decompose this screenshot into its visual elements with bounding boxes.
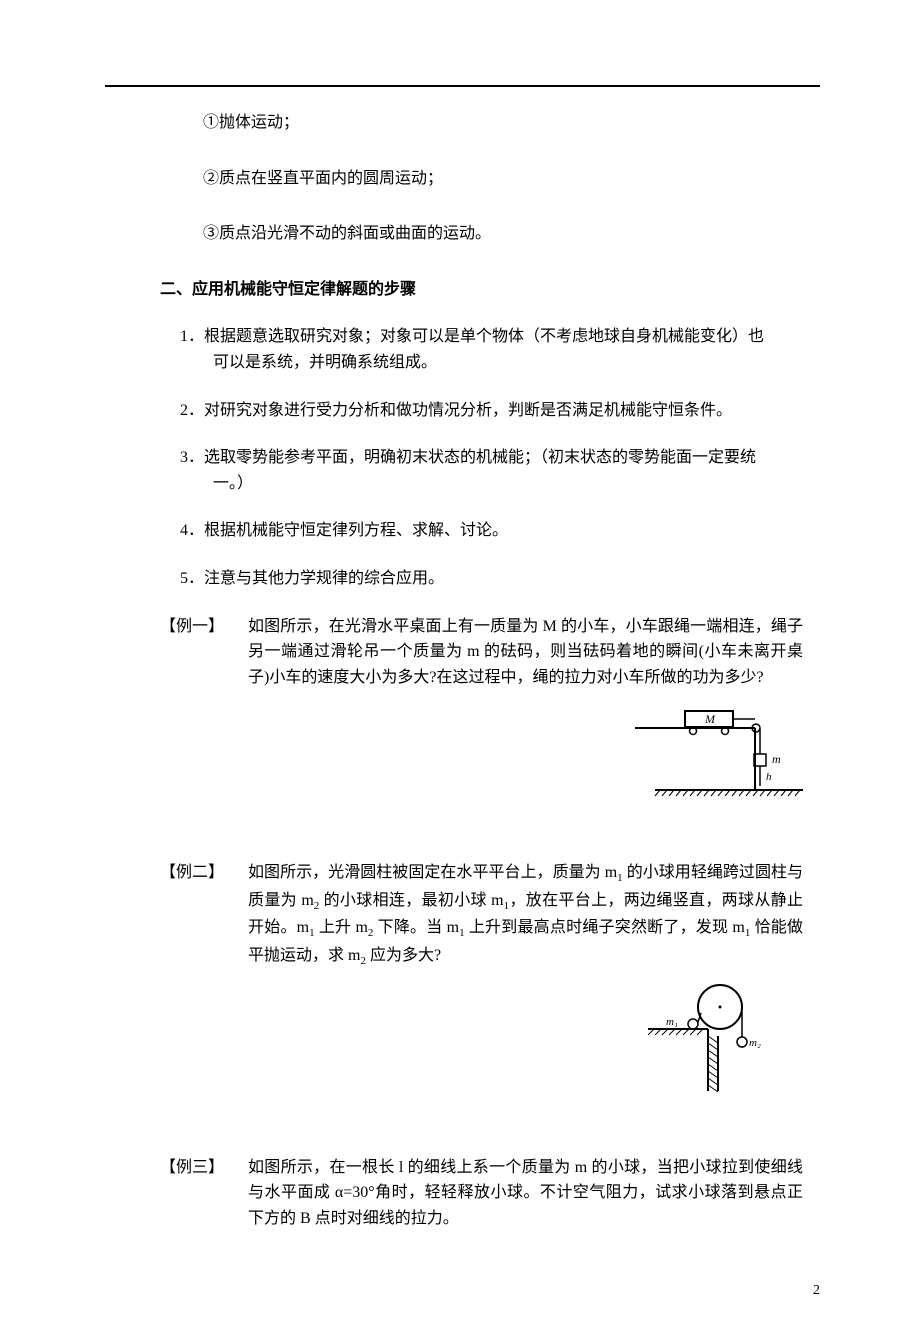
- step-5: 5．注意与其他力学规律的综合应用。: [105, 566, 820, 592]
- step-4: 4．根据机械能守恒定律列方程、求解、讨论。: [105, 518, 820, 544]
- page-number: 2: [813, 1280, 820, 1302]
- figure-1: M m h: [105, 708, 820, 812]
- step-3: 3．选取零势能参考平面，明确初末状态的机械能；（初末状态的零势能面一定要统 一。…: [105, 445, 820, 496]
- step-number: 3．: [180, 449, 204, 466]
- step-text: 根据机械能守恒定律列方程、求解、讨论。: [204, 522, 508, 539]
- step-2: 2．对研究对象进行受力分析和做功情况分析，判断是否满足机械能守恒条件。: [105, 398, 820, 424]
- step-continuation: 一。）: [180, 471, 820, 497]
- intro-item-1: ①抛体运动；: [105, 110, 820, 136]
- label-h: h: [766, 771, 772, 783]
- example-1: 【例一】 如图所示，在光滑水平桌面上有一质量为 M 的小车，小车跟绳一端相连，绳…: [105, 614, 820, 691]
- step-number: 2．: [180, 402, 204, 419]
- cylinder-balls-diagram-icon: m₁ m₂: [648, 981, 778, 1096]
- step-continuation: 可以是系统，并明确系统组成。: [180, 350, 820, 376]
- example-3: 【例三】 如图所示，在一根长 l 的细线上系一个质量为 m 的小球，当把小球拉到…: [105, 1155, 820, 1232]
- label-m: m: [772, 752, 781, 766]
- step-number: 4．: [180, 522, 204, 539]
- header-rule: [105, 85, 820, 87]
- label-m1: m₁: [666, 1016, 678, 1028]
- figure-2: m₁ m₂: [105, 981, 820, 1105]
- label-M: M: [704, 712, 716, 726]
- section-title: 二、应用机械能守恒定律解题的步骤: [105, 277, 820, 303]
- step-text: 注意与其他力学规律的综合应用。: [204, 570, 444, 587]
- pulley-cart-diagram-icon: M m h: [635, 708, 805, 803]
- step-text: 对研究对象进行受力分析和做功情况分析，判断是否满足机械能守恒条件。: [204, 402, 732, 419]
- step-number: 1．: [180, 328, 204, 345]
- step-text: 根据题意选取研究对象；对象可以是单个物体（不考虑地球自身机械能变化）也: [204, 328, 764, 345]
- step-text: 选取零势能参考平面，明确初末状态的机械能；（初末状态的零势能面一定要统: [204, 449, 756, 466]
- example-2: 【例二】 如图所示，光滑圆柱被固定在水平平台上，质量为 m1 的小球用轻绳跨过圆…: [105, 860, 820, 971]
- example-text: 如图所示，在光滑水平桌面上有一质量为 M 的小车，小车跟绳一端相连，绳子另一端通…: [228, 614, 803, 691]
- example-label: 【例一】: [160, 614, 224, 640]
- example-label: 【例二】: [160, 860, 224, 886]
- label-m2: m₂: [749, 1037, 761, 1049]
- intro-item-3: ③质点沿光滑不动的斜面或曲面的运动。: [105, 221, 820, 247]
- example-text: 如图所示，在一根长 l 的细线上系一个质量为 m 的小球，当把小球拉到使细线与水…: [228, 1155, 803, 1232]
- intro-item-2: ②质点在竖直平面内的圆周运动；: [105, 166, 820, 192]
- example-label: 【例三】: [160, 1155, 224, 1181]
- example-text: 如图所示，光滑圆柱被固定在水平平台上，质量为 m1 的小球用轻绳跨过圆柱与质量为…: [228, 860, 803, 971]
- document-content: ①抛体运动； ②质点在竖直平面内的圆周运动； ③质点沿光滑不动的斜面或曲面的运动…: [105, 85, 820, 1231]
- step-1: 1．根据题意选取研究对象；对象可以是单个物体（不考虑地球自身机械能变化）也 可以…: [105, 324, 820, 375]
- step-number: 5．: [180, 570, 204, 587]
